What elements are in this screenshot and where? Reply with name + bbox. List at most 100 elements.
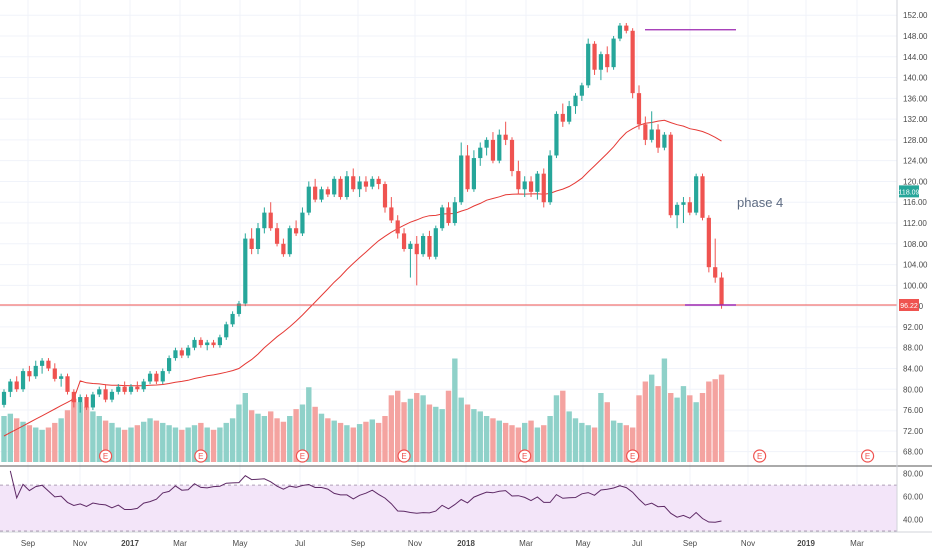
volume-bar <box>306 387 312 462</box>
candle-body <box>325 189 330 195</box>
candle-body <box>205 342 210 346</box>
volume-bar <box>712 379 718 462</box>
price-tick-label: 112.00 <box>903 219 927 228</box>
candle-body <box>217 337 222 346</box>
volume-bar <box>223 422 229 462</box>
price-tick-label: 108.00 <box>903 240 928 249</box>
volume-bar <box>395 390 401 462</box>
phase-annotation: phase 4 <box>737 195 783 210</box>
volume-bar <box>71 398 77 462</box>
volume-bar <box>160 422 166 462</box>
volume-bar <box>483 416 490 462</box>
price-tick-label: 140.00 <box>903 74 928 83</box>
volume-bar <box>58 418 64 462</box>
candle-body <box>675 204 680 216</box>
volume-bar <box>388 395 395 462</box>
rsi-tick-label: 80.00 <box>903 470 924 479</box>
candle-body <box>579 85 584 96</box>
volume-bar <box>153 420 160 462</box>
candle-body <box>370 178 375 187</box>
volume-bars <box>1 358 725 462</box>
volume-bar <box>287 416 293 462</box>
price-tick-label: 116.00 <box>903 198 927 207</box>
volume-bar <box>141 421 147 462</box>
price-tick-label: 148.00 <box>903 32 928 41</box>
support-price-label: 96.22 <box>900 303 918 310</box>
candle-body <box>167 358 172 372</box>
candle-body <box>414 243 419 255</box>
candle-body <box>59 376 64 379</box>
volume-bar <box>636 395 642 462</box>
earnings-marker-label: E <box>103 452 108 461</box>
volume-bar <box>369 419 375 462</box>
volume-bar <box>331 420 337 462</box>
candle-body <box>173 350 178 359</box>
volume-bar <box>477 411 483 462</box>
candle-body <box>617 25 623 39</box>
earnings-marker <box>295 449 310 463</box>
volume-bar <box>407 398 414 462</box>
volume-bar <box>642 381 649 462</box>
candle-body <box>281 243 286 255</box>
candle-body <box>14 381 19 390</box>
support-price-badge <box>899 298 919 311</box>
candle-body <box>27 371 32 377</box>
volume-bar <box>45 427 52 462</box>
candle-body <box>313 186 318 200</box>
price-tick-label: 100.00 <box>903 281 928 290</box>
candle-body <box>573 95 578 107</box>
price-tick-label: 92.00 <box>903 323 924 332</box>
volume-bar <box>299 404 306 462</box>
last-price-badge <box>899 185 919 198</box>
candle-body <box>554 113 559 156</box>
volume-bar <box>445 390 452 462</box>
volume-bar <box>52 422 58 462</box>
volume-bar <box>363 421 369 462</box>
volume-bar <box>623 425 629 462</box>
volume-bar <box>699 393 706 462</box>
candle-body <box>255 228 261 249</box>
volume-bar <box>96 416 102 462</box>
volume-bar <box>102 420 109 462</box>
moving-average <box>3 119 722 437</box>
candle-body <box>401 233 407 249</box>
volume-bar <box>718 374 725 462</box>
volume-bar <box>344 425 350 462</box>
candle-body <box>706 217 711 268</box>
candle-body <box>344 176 349 198</box>
candle-body <box>598 54 603 70</box>
candle-body <box>490 139 496 161</box>
candle-body <box>528 181 534 192</box>
candle-body <box>655 129 661 148</box>
candle-body <box>236 303 242 314</box>
rsi-pane <box>0 470 897 532</box>
candle-body <box>421 236 426 255</box>
candle-body <box>294 228 299 234</box>
candle-body <box>719 277 724 306</box>
candle-body <box>147 373 153 382</box>
candle-body <box>649 129 654 140</box>
candle-body <box>154 373 159 382</box>
time-tick-label: Nov <box>741 539 755 548</box>
candle-body <box>351 176 356 190</box>
volume-bar <box>706 381 712 462</box>
candle-body <box>427 236 432 257</box>
volume-bar <box>528 420 534 462</box>
candle-body <box>452 202 457 224</box>
volume-bar <box>414 393 420 462</box>
volume-bar <box>121 429 128 462</box>
volume-bar <box>312 406 318 462</box>
volume-bar <box>401 402 407 462</box>
candle-body <box>179 350 184 356</box>
candle-body <box>160 371 165 382</box>
candle-body <box>8 381 13 392</box>
time-tick-label: Sep <box>351 539 366 548</box>
candle-body <box>33 365 38 377</box>
earnings-marker <box>860 449 875 463</box>
earnings-marker <box>753 449 767 463</box>
earnings-marker <box>98 449 113 463</box>
volume-bar <box>598 393 604 462</box>
